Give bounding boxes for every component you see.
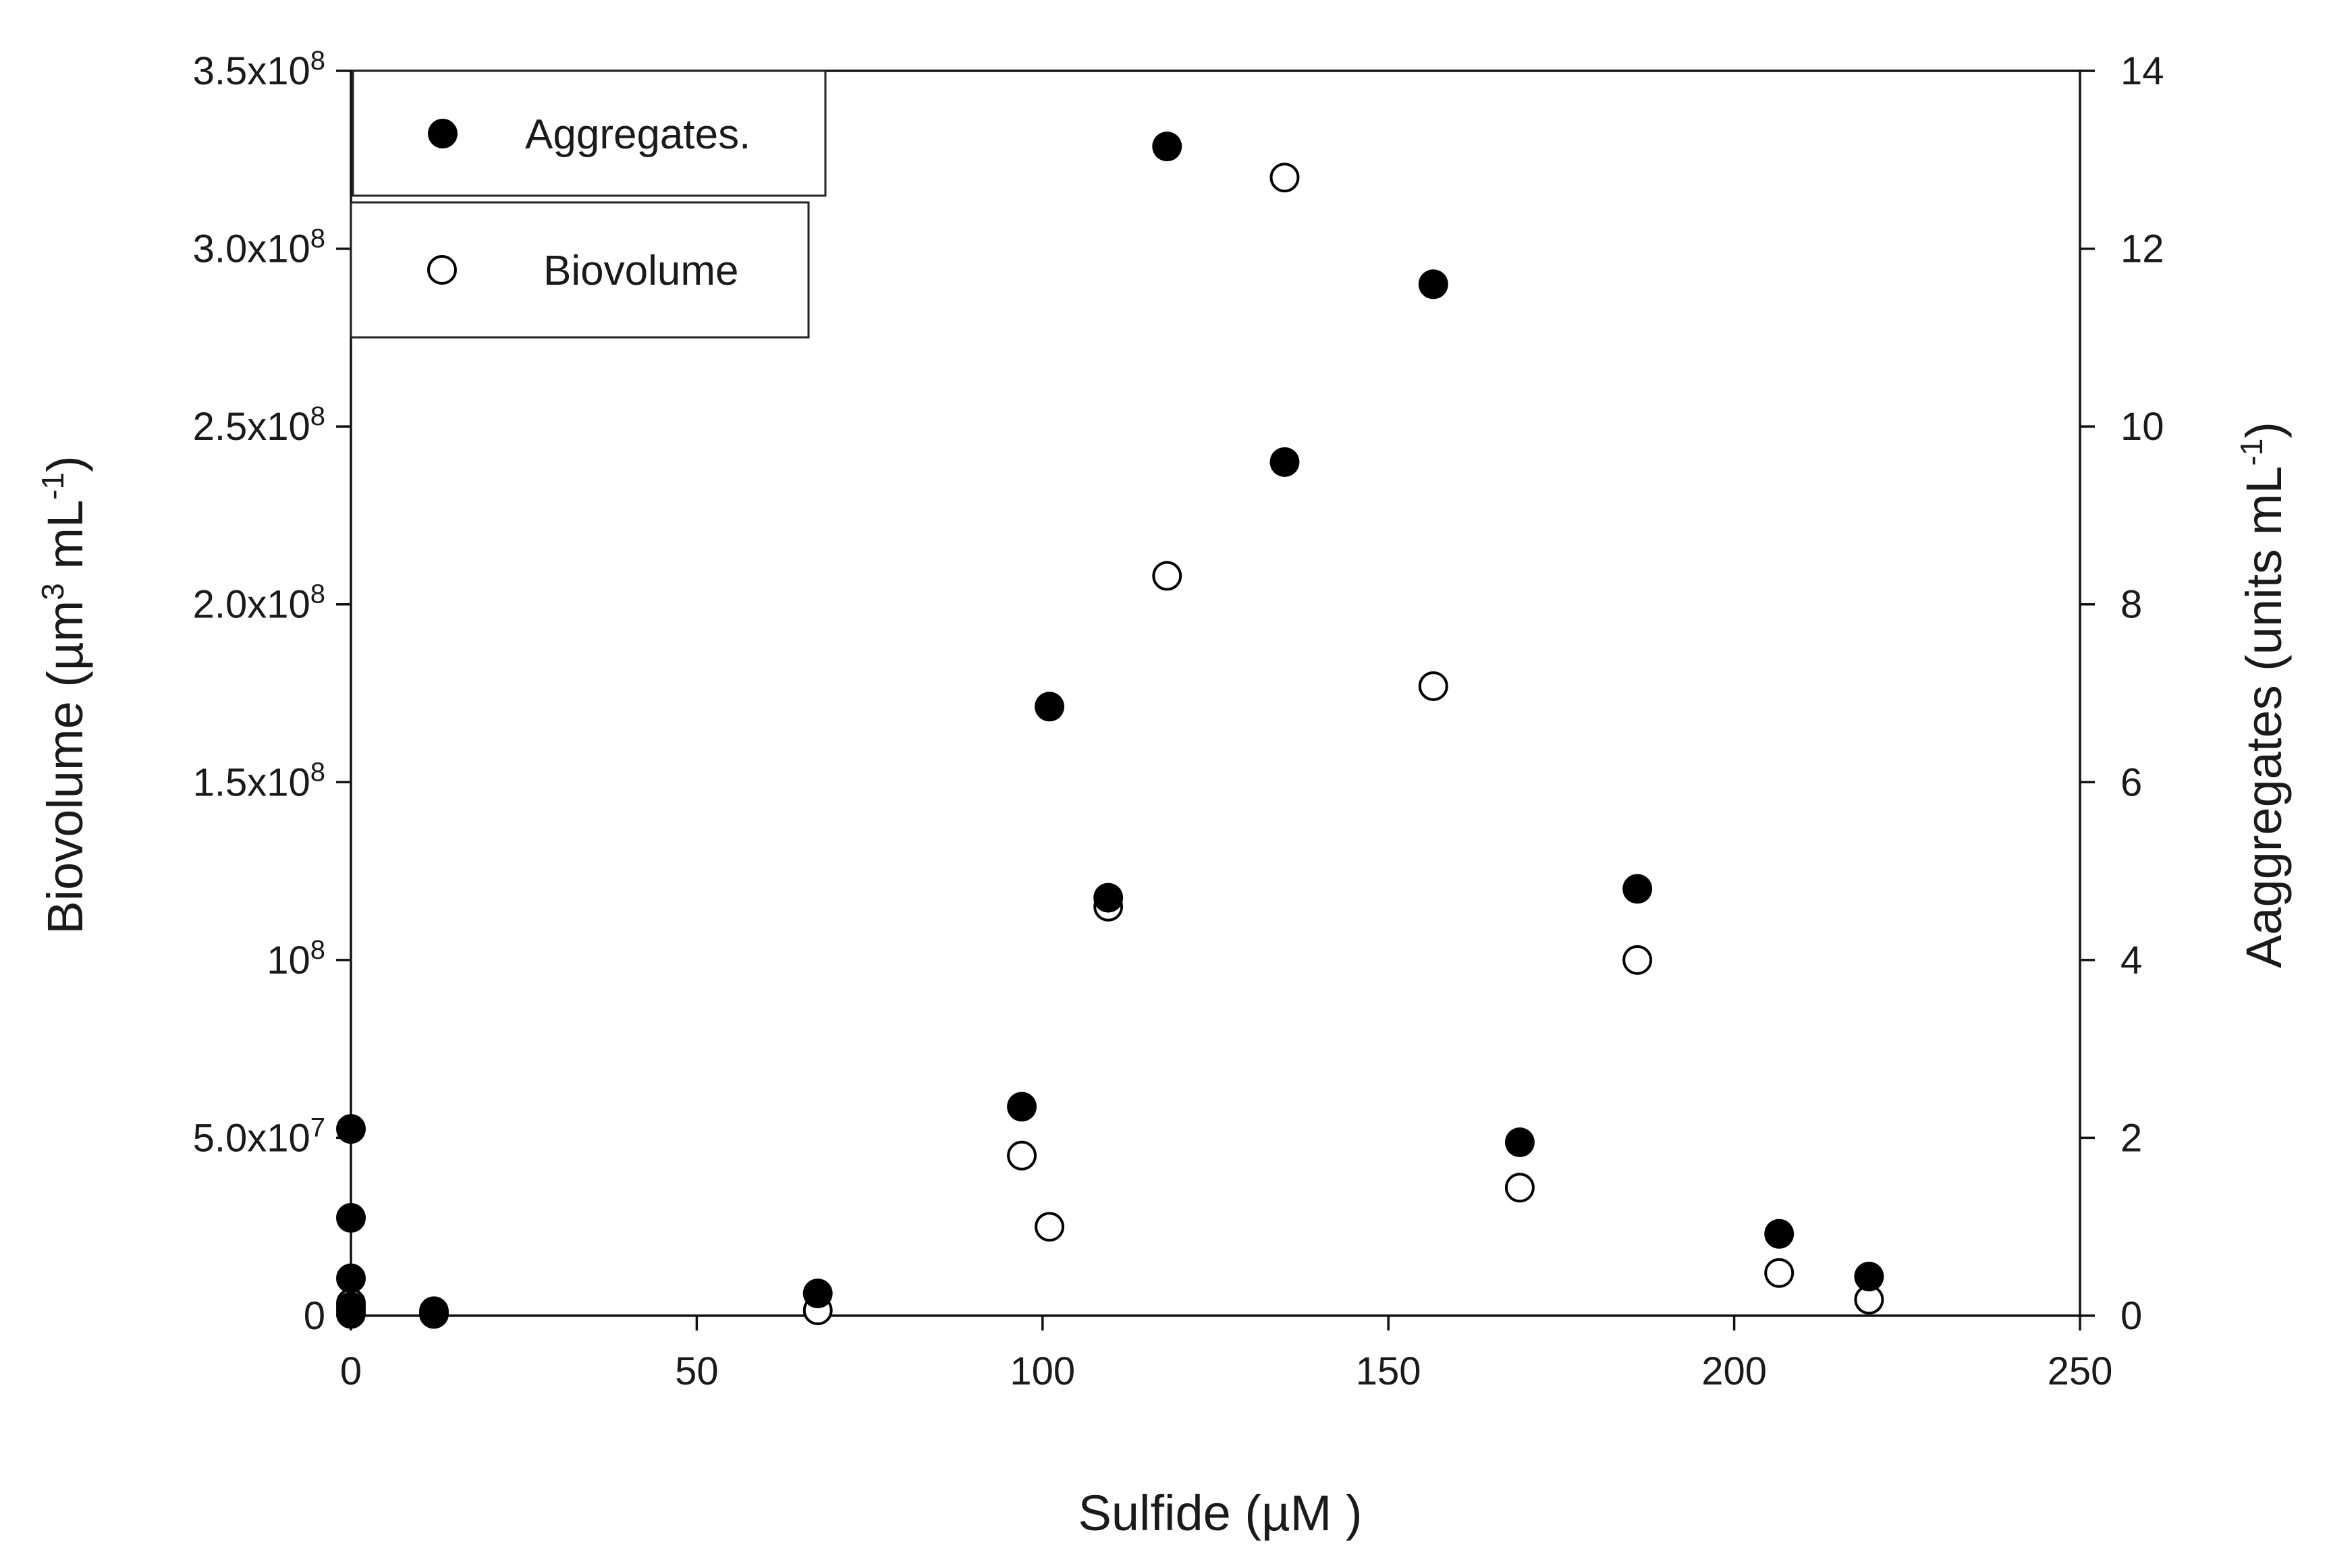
biovolume-point bbox=[1007, 1140, 1037, 1171]
biovolume-point bbox=[1764, 1258, 1795, 1288]
x-tick-label: 100 bbox=[1010, 1349, 1075, 1393]
left-y-tick-label: 5.0x107 bbox=[193, 1113, 325, 1160]
legend-marker-filled-circle bbox=[428, 119, 458, 148]
biovolume-point bbox=[1269, 163, 1300, 193]
plot-area-frame bbox=[350, 69, 2081, 1317]
left-y-tick-label: 3.0x108 bbox=[193, 224, 325, 271]
x-tick-label: 50 bbox=[675, 1349, 719, 1393]
biovolume-point bbox=[1418, 671, 1448, 701]
x-tick-label: 150 bbox=[1356, 1349, 1421, 1393]
right-y-tick-label: 6 bbox=[2120, 760, 2142, 804]
left-y-tick-label: 2.0x108 bbox=[193, 580, 325, 627]
legend-label-aggregates: Aggregates. bbox=[525, 111, 750, 158]
left-y-label-mid: mL bbox=[37, 500, 93, 583]
left-y-tick-label: 1.5x108 bbox=[193, 757, 325, 804]
aggregates-point bbox=[1152, 132, 1182, 162]
left-y-tick-label: 3.5x108 bbox=[193, 46, 325, 93]
aggregates-point bbox=[1764, 1219, 1795, 1249]
aggregates-point bbox=[1854, 1262, 1884, 1292]
right-y-label-end: ) bbox=[2236, 422, 2292, 439]
aggregates-point bbox=[336, 1203, 366, 1233]
aggregates-point bbox=[336, 1114, 366, 1144]
left-y-tick-label: 2.5x108 bbox=[193, 401, 325, 449]
left-y-label-main: Biovolume (µm bbox=[37, 600, 93, 934]
right-y-tick-label: 14 bbox=[2120, 49, 2164, 93]
left-y-label-end: ) bbox=[37, 455, 93, 472]
aggregates-point bbox=[1093, 883, 1124, 913]
aggregates-point bbox=[336, 1299, 366, 1329]
aggregates-point bbox=[1007, 1092, 1037, 1122]
x-axis-label: Sulfide (µM ) bbox=[1078, 1485, 1363, 1541]
aggregates-point bbox=[418, 1296, 449, 1326]
right-y-tick-label: 8 bbox=[2120, 583, 2142, 627]
left-y-tick-label: 0 bbox=[304, 1294, 325, 1338]
right-y-tick-label: 2 bbox=[2120, 1116, 2142, 1160]
aggregates-point bbox=[1418, 269, 1448, 300]
legend: Aggregates. Biovolume bbox=[350, 69, 827, 339]
biovolume-point bbox=[1152, 561, 1182, 591]
legend-label-biovolume: Biovolume bbox=[543, 248, 738, 294]
aggregates-point bbox=[1035, 692, 1065, 722]
legend-box-aggregates bbox=[352, 69, 827, 197]
aggregates-point bbox=[1269, 447, 1300, 477]
x-tick-label: 0 bbox=[340, 1349, 362, 1393]
right-y-axis-ticks: 0 2 4 6 8 10 12 14 bbox=[2080, 49, 2164, 1338]
legend-marker-open-circle bbox=[427, 255, 457, 285]
right-y-label-main: Aaggregates (units mL bbox=[2236, 466, 2292, 969]
right-y-tick-label: 12 bbox=[2120, 227, 2164, 271]
right-y-tick-label: 4 bbox=[2120, 939, 2142, 982]
left-y-tick-label: 108 bbox=[267, 935, 325, 982]
x-axis-ticks: 0 50 100 150 200 250 bbox=[340, 1316, 2113, 1393]
data-points bbox=[336, 132, 1884, 1329]
aggregates-point bbox=[336, 1263, 366, 1293]
x-tick-label: 250 bbox=[2048, 1349, 2113, 1393]
biovolume-point bbox=[1035, 1212, 1065, 1242]
left-y-axis-label: Biovolume (µm3 mL-1) bbox=[35, 455, 93, 934]
plot-frame bbox=[350, 69, 2081, 1317]
x-tick-label: 200 bbox=[1701, 1349, 1767, 1393]
right-y-tick-label: 10 bbox=[2120, 405, 2164, 449]
left-y-label-sup1: 3 bbox=[35, 583, 70, 600]
right-y-tick-label: 0 bbox=[2120, 1294, 2142, 1338]
left-y-label-sup2: -1 bbox=[35, 472, 70, 500]
aggregates-point bbox=[1622, 874, 1653, 904]
right-y-label-sup: -1 bbox=[2234, 439, 2269, 466]
left-y-axis-ticks: 0 5.0x107 108 1.5x108 2.0x108 2.5x108 3.0x108 3… bbox=[193, 46, 351, 1338]
biovolume-point bbox=[1504, 1173, 1535, 1203]
aggregates-point bbox=[802, 1279, 833, 1309]
right-y-axis-label: Aaggregates (units mL-1) bbox=[2234, 422, 2292, 968]
biovolume-point bbox=[1622, 945, 1653, 975]
aggregates-point bbox=[1504, 1127, 1535, 1158]
